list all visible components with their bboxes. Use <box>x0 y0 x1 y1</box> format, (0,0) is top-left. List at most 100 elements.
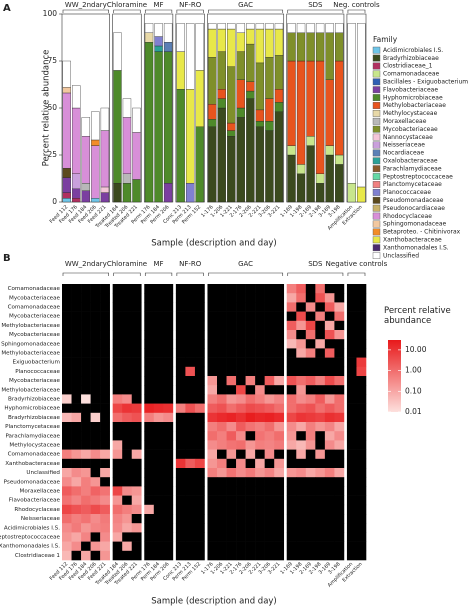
bar-segment <box>163 23 173 43</box>
y-tick-label: 50 <box>47 103 57 112</box>
heatmap-cell <box>217 486 227 496</box>
heatmap-cell <box>346 440 357 450</box>
heatmap-cell <box>71 412 82 423</box>
heatmap-cell <box>226 532 237 542</box>
heatmap-cell <box>255 468 265 478</box>
heatmap-cell <box>286 541 297 552</box>
heatmap-cell <box>286 477 297 487</box>
legend-swatch <box>372 86 381 94</box>
heatmap-cell <box>144 385 155 395</box>
heatmap-cell <box>334 468 345 478</box>
heatmap-cell <box>226 293 237 303</box>
heatmap-cell <box>81 311 91 322</box>
bar-segment <box>227 130 236 137</box>
bar-segment <box>296 60 306 165</box>
heatmap-cell <box>245 376 256 386</box>
heatmap-cell <box>236 339 246 349</box>
legend-swatch <box>372 188 381 196</box>
heatmap-cell <box>62 449 72 460</box>
heatmap-cell <box>163 458 174 469</box>
heatmap-cell <box>185 366 196 377</box>
heatmap-cell <box>122 541 133 552</box>
heatmap-cell <box>194 302 205 312</box>
heatmap-cell <box>112 366 123 377</box>
heatmap-cell <box>185 412 196 423</box>
legend-label: Planctomycetaceae <box>383 181 442 188</box>
facet-panel <box>346 13 367 203</box>
heatmap-cell <box>274 532 285 542</box>
heatmap-cell <box>131 486 142 496</box>
heatmap-cell <box>236 504 246 515</box>
bar-segment <box>255 28 265 64</box>
heatmap-cell <box>305 366 316 377</box>
legend-swatch <box>372 102 381 109</box>
heatmap-cell <box>217 330 227 340</box>
bar-segment <box>255 126 265 203</box>
heatmap-cell <box>245 550 256 561</box>
heatmap-cell <box>175 412 186 423</box>
heatmap-cell <box>185 348 196 358</box>
heatmap-cell <box>185 523 196 533</box>
heatmap-cell <box>226 514 237 524</box>
heatmap-cell <box>112 431 123 441</box>
heatmap-cell <box>264 495 275 506</box>
heatmap-cell <box>153 412 164 423</box>
heatmap-cell <box>153 376 164 386</box>
heatmap-cell <box>62 348 72 358</box>
heatmap-cell <box>217 468 227 478</box>
heatmap-cell <box>236 532 246 542</box>
legend-label: Acidimicrobiales I.S. <box>383 47 443 54</box>
facet-label: Chloramine <box>107 1 147 9</box>
heatmap-cell <box>100 422 110 432</box>
heatmap-cell <box>185 403 196 414</box>
heatmap-cell <box>175 311 186 322</box>
heatmap-cell <box>62 320 72 331</box>
heatmap-cell <box>185 458 196 469</box>
heatmap-cell <box>207 458 218 469</box>
heatmap-cell <box>236 385 246 395</box>
heatmap-cell <box>144 311 155 322</box>
heatmap-cell <box>264 394 275 404</box>
bar-segment <box>91 145 100 199</box>
heatmap-cell <box>334 311 345 322</box>
heatmap-cell <box>315 486 326 496</box>
heatmap-cell <box>255 477 265 487</box>
heatmap-cell <box>296 504 307 515</box>
heatmap-cell <box>90 532 101 542</box>
heatmap-cell <box>112 440 123 450</box>
heatmap-cell <box>264 523 275 533</box>
bar-segment <box>325 145 334 156</box>
heatmap-cell <box>217 495 227 506</box>
bar-segment <box>62 177 71 193</box>
heatmap-cell <box>144 330 155 340</box>
bar-segment <box>246 98 255 203</box>
bar-segment <box>274 28 284 56</box>
heatmap-cell <box>264 532 275 542</box>
heatmap-cell <box>163 302 174 312</box>
heatmap-cell <box>236 486 246 496</box>
heatmap-cell <box>81 403 91 414</box>
heatmap-cell <box>185 330 196 340</box>
heatmap-cell <box>194 385 205 395</box>
heatmap-cell <box>153 339 164 349</box>
heatmap-cell <box>245 458 256 469</box>
heatmap-cell <box>122 550 133 561</box>
bar-segment <box>315 183 325 203</box>
y-tick-label: 25 <box>47 150 57 159</box>
heatmap-cell <box>217 311 227 322</box>
heatmap-cell <box>100 330 110 340</box>
heatmap-cell <box>144 431 155 441</box>
heatmap-cell <box>122 412 133 423</box>
bar-segment <box>236 23 246 33</box>
heatmap-cell <box>217 339 227 349</box>
heatmap-cell <box>236 293 246 303</box>
y-tick-label: Methylobacteriaceae <box>1 351 60 357</box>
heatmap-cell <box>62 376 72 386</box>
y-axis-title: Percent relative abundance <box>42 50 52 167</box>
heatmap-cell <box>296 431 307 441</box>
heatmap-cell <box>163 293 174 303</box>
heatmap-cell <box>62 394 72 404</box>
heatmap-cell <box>274 293 285 303</box>
bar-segment <box>163 183 173 203</box>
bar-segment <box>334 164 344 203</box>
